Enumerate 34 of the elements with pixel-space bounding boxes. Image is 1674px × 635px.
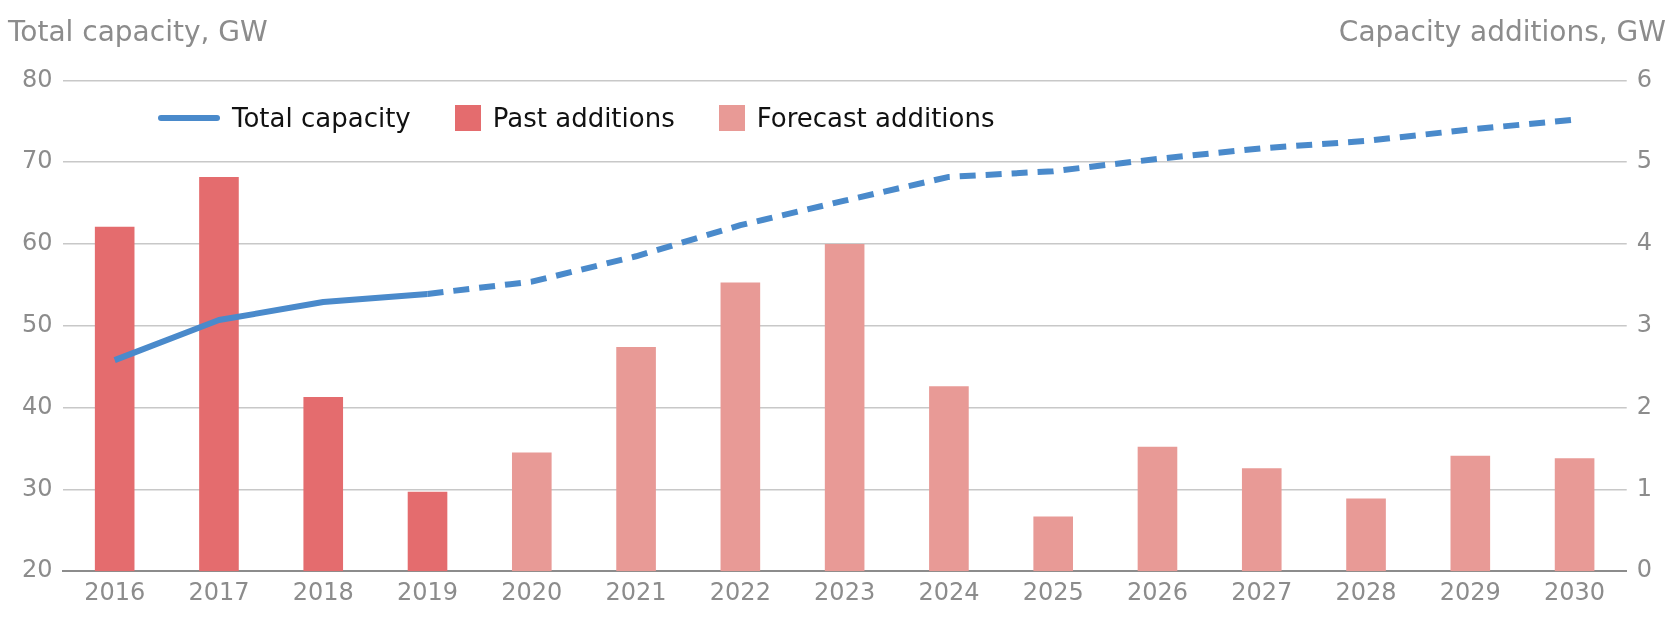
x-tick-label: 2017 bbox=[188, 577, 250, 606]
legend-label: Past additions bbox=[492, 103, 675, 133]
x-tick-label: 2019 bbox=[396, 577, 459, 606]
x-tick-label: 2021 bbox=[605, 577, 667, 606]
x-tick-label: 2029 bbox=[1439, 577, 1501, 606]
y-tick-label: 70 bbox=[21, 146, 53, 175]
y2-tick-label: 1 bbox=[1636, 473, 1653, 502]
legend-label: Forecast additions bbox=[756, 103, 995, 133]
y2-tick-label: 5 bbox=[1636, 146, 1653, 175]
y2-tick-label: 3 bbox=[1636, 310, 1653, 339]
legend-label: Total capacity bbox=[232, 103, 411, 133]
y-tick-label: 20 bbox=[21, 555, 53, 584]
x-tick-label: 2022 bbox=[709, 577, 771, 606]
x-tick-label: 2016 bbox=[84, 577, 146, 606]
y-axis-title: Total capacity, GW bbox=[8, 14, 268, 50]
y-tick-label: 60 bbox=[21, 228, 53, 257]
y-tick-label: 80 bbox=[21, 64, 53, 93]
x-tick-label: 2024 bbox=[918, 577, 980, 606]
x-tick-label: 2025 bbox=[1022, 577, 1084, 606]
x-tick-label: 2027 bbox=[1231, 577, 1293, 606]
y2-tick-label: 0 bbox=[1636, 555, 1653, 584]
y-tick-label: 50 bbox=[21, 310, 53, 339]
x-tick-label: 2018 bbox=[292, 577, 354, 606]
y2-tick-label: 6 bbox=[1636, 64, 1653, 93]
x-tick-label: 2030 bbox=[1544, 577, 1606, 606]
x-tick-label: 2026 bbox=[1126, 577, 1189, 606]
y2-tick-label: 2 bbox=[1636, 391, 1653, 420]
y2-tick-label: 4 bbox=[1636, 228, 1653, 257]
y2-axis-title: Capacity additions, GW bbox=[1338, 14, 1666, 50]
x-tick-label: 2020 bbox=[501, 577, 563, 606]
x-tick-label: 2023 bbox=[814, 577, 876, 606]
x-tick-label: 2028 bbox=[1335, 577, 1397, 606]
y-tick-label: 40 bbox=[21, 391, 53, 420]
y-tick-label: 30 bbox=[21, 473, 53, 502]
